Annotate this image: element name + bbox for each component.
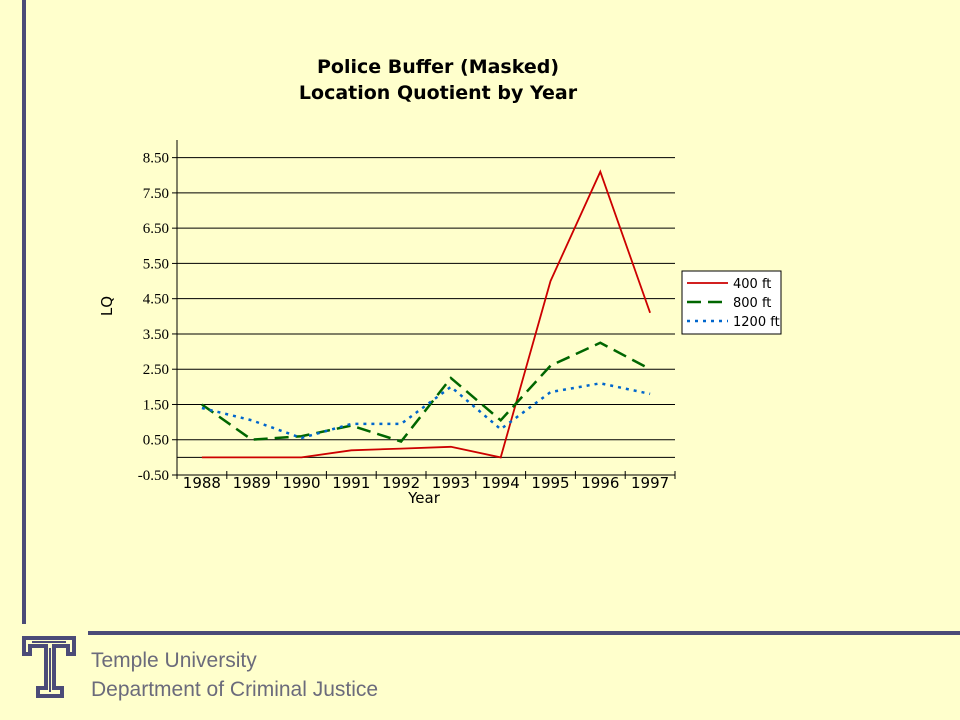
footer-department: Department of Criminal Justice (91, 678, 379, 701)
axes: 8.50 7.50 6.50 5.50 4.50 3.50 2.50 1.50 0.50 -0.5… (98, 140, 676, 507)
x-tick-label-8: 1996 (581, 474, 619, 492)
legend: 400 ft 800 ft 1200 ft (681, 270, 782, 335)
y-tick-label-1: 7.50 (143, 186, 169, 202)
series-lines (201, 169, 651, 459)
y-tick-label-8: 0.50 (143, 433, 169, 449)
y-tick-label-0: 8.50 (143, 151, 169, 167)
x-tick-label-3: 1991 (332, 474, 370, 492)
x-axis-label: Year (407, 489, 441, 507)
footer-university: Temple University (91, 649, 257, 672)
y-tick-label-9: -0.50 (138, 468, 169, 484)
legend-label-400-ft: 400 ft (733, 277, 771, 292)
x-tick-label-7: 1995 (531, 474, 569, 492)
chart-title-line-2: Location Quotient by Year (298, 82, 578, 104)
y-tick-label-5: 3.50 (143, 327, 169, 343)
temple-t-logo-icon (22, 636, 76, 698)
line-chart: 8.50 7.50 6.50 5.50 4.50 3.50 2.50 1.50 0.50 -0.5… (98, 140, 782, 507)
y-tick-label-3: 5.50 (143, 256, 169, 272)
x-tick-label-5: 1993 (432, 474, 470, 492)
x-tick-label-6: 1994 (482, 474, 520, 492)
x-tick-label-2: 1990 (282, 474, 320, 492)
chart-title-line-1: Police Buffer (Masked) (316, 56, 560, 78)
x-tick-label-0: 1988 (183, 474, 221, 492)
series-line-400-ft (201, 169, 651, 459)
x-tick-label-4: 1992 (382, 474, 420, 492)
left-accent-bar (22, 0, 26, 624)
legend-label-800-ft: 800 ft (733, 296, 771, 311)
series-line-800-ft (201, 341, 651, 443)
y-tick-label-4: 4.50 (143, 292, 169, 308)
y-tick-label-7: 1.50 (143, 397, 169, 413)
y-tick-label-2: 6.50 (143, 221, 169, 237)
y-tick-label-6: 2.50 (143, 362, 169, 378)
chart-title: Police Buffer (Masked) Location Quotient… (180, 54, 696, 106)
legend-label-1200-ft: 1200 ft (733, 315, 780, 330)
bottom-accent-bar (88, 631, 960, 635)
footer-text: Temple University Department of Criminal… (91, 646, 378, 704)
x-tick-label-1: 1989 (233, 474, 271, 492)
x-tick-label-9: 1997 (631, 474, 669, 492)
grid-lines (177, 157, 675, 441)
y-axis-label: LQ (98, 296, 116, 316)
